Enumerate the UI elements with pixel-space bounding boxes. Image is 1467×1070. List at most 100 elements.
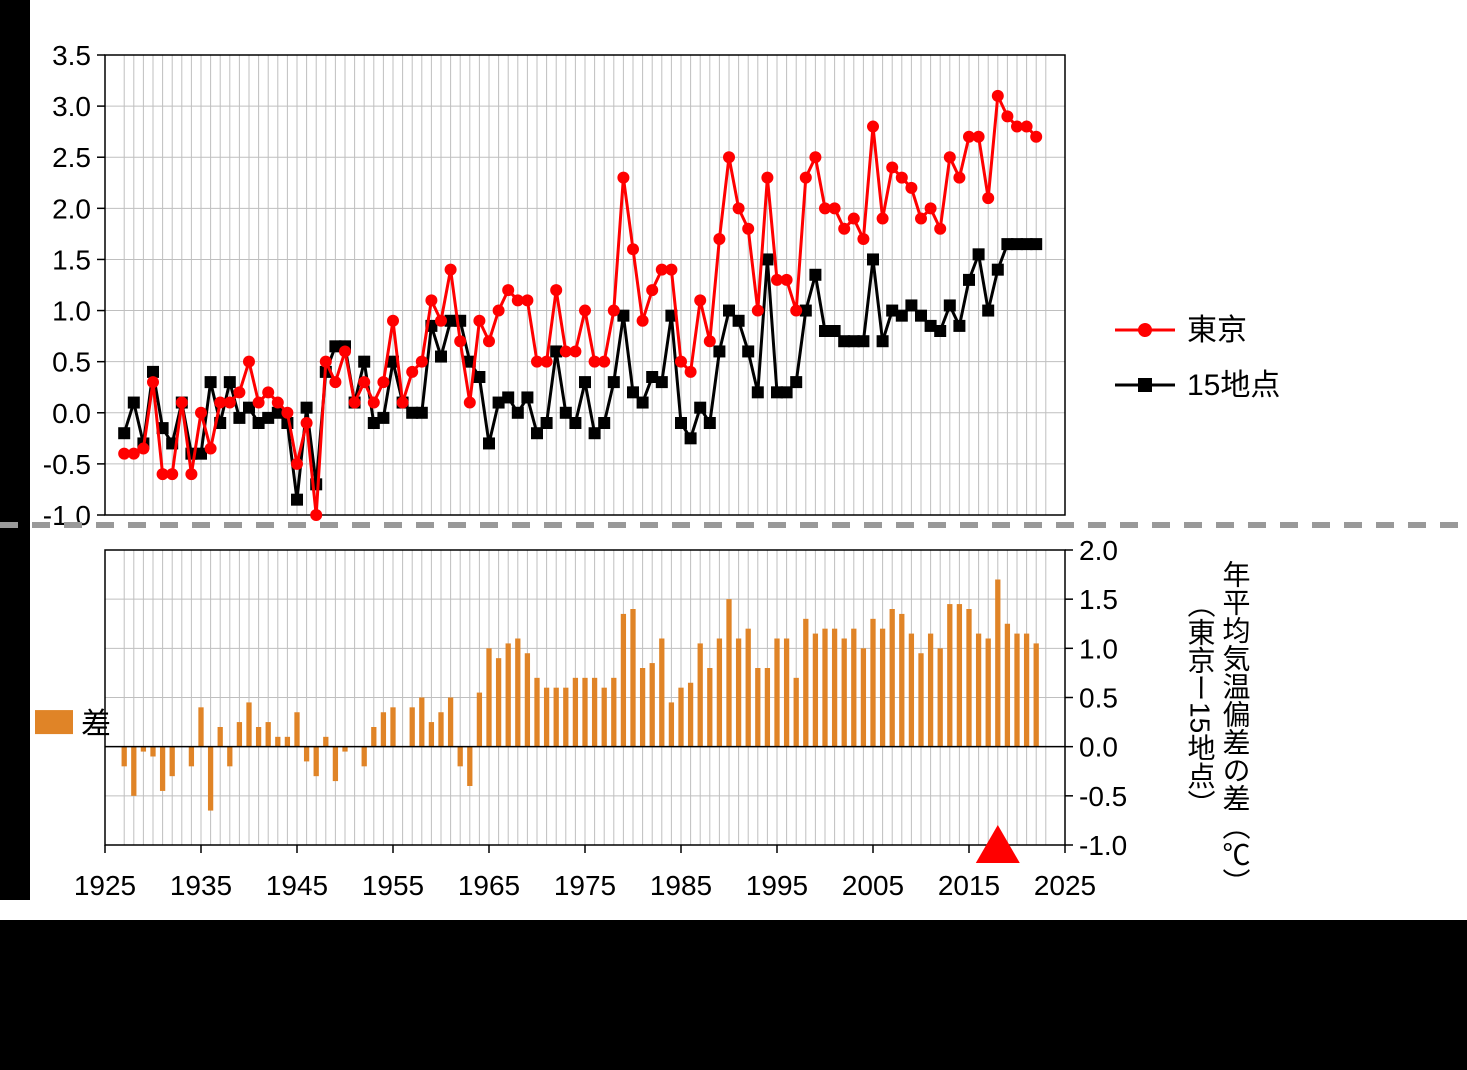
bar <box>746 629 751 747</box>
marker <box>925 202 937 214</box>
marker <box>272 397 284 409</box>
marker <box>329 376 341 388</box>
marker <box>253 397 265 409</box>
ytick-top: 3.5 <box>52 40 91 71</box>
marker <box>358 376 370 388</box>
marker <box>992 264 1004 276</box>
bar <box>928 634 933 747</box>
bottom-axis-title: 年平均気温偏差の差（℃） <box>1220 560 1251 896</box>
bar <box>976 634 981 747</box>
bar <box>621 614 626 747</box>
marker <box>973 248 985 260</box>
marker <box>627 386 639 398</box>
marker <box>243 356 255 368</box>
marker <box>617 172 629 184</box>
marker <box>301 402 313 414</box>
marker <box>713 233 725 245</box>
ytick-bottom: -0.5 <box>1079 781 1127 812</box>
xtick-label: 1965 <box>458 870 520 901</box>
xtick-label: 1945 <box>266 870 328 901</box>
marker <box>483 335 495 347</box>
bar <box>986 639 991 747</box>
bar <box>294 712 299 746</box>
bar <box>659 639 664 747</box>
marker <box>416 356 428 368</box>
ytick-bottom: 1.5 <box>1079 584 1118 615</box>
marker <box>944 151 956 163</box>
marker <box>454 335 466 347</box>
bar <box>534 678 539 747</box>
bar <box>861 648 866 746</box>
chart-svg: -1.0-0.50.00.51.01.52.02.53.03.5-1.0-0.5… <box>0 0 1467 1070</box>
marker <box>550 284 562 296</box>
bar <box>918 653 923 746</box>
bottom-edge-stripe <box>0 920 1467 1070</box>
marker <box>905 299 917 311</box>
bar <box>678 688 683 747</box>
marker <box>877 213 889 225</box>
marker <box>915 310 927 322</box>
bar <box>160 747 165 791</box>
marker <box>137 443 149 455</box>
marker <box>905 182 917 194</box>
marker <box>742 223 754 235</box>
legend-label: 東京 <box>1187 314 1247 347</box>
marker <box>425 294 437 306</box>
bar <box>774 639 779 747</box>
bar <box>851 629 856 747</box>
ytick-top: 1.5 <box>52 244 91 275</box>
marker <box>598 356 610 368</box>
marker <box>541 356 553 368</box>
marker <box>656 376 668 388</box>
marker <box>733 315 745 327</box>
bar <box>813 634 818 747</box>
marker <box>358 356 370 368</box>
marker <box>934 223 946 235</box>
bar <box>256 727 261 747</box>
marker <box>1001 110 1013 122</box>
x-axis: 1925193519451955196519751985199520052015… <box>74 845 1096 901</box>
chart-container: -1.0-0.50.00.51.01.52.02.53.03.5-1.0-0.5… <box>0 0 1467 1070</box>
marker <box>665 264 677 276</box>
bar <box>717 639 722 747</box>
marker <box>224 397 236 409</box>
bar <box>573 678 578 747</box>
marker <box>685 366 697 378</box>
marker <box>541 417 553 429</box>
bar <box>314 747 319 777</box>
marker <box>867 121 879 133</box>
marker <box>598 417 610 429</box>
marker <box>205 443 217 455</box>
marker <box>569 345 581 357</box>
ytick-bottom: 0.0 <box>1079 732 1118 763</box>
marker <box>473 371 485 383</box>
bar <box>486 648 491 746</box>
marker <box>829 202 841 214</box>
marker <box>781 274 793 286</box>
bar <box>966 609 971 747</box>
bar <box>218 727 223 747</box>
xtick-label: 1935 <box>170 870 232 901</box>
marker <box>310 509 322 521</box>
marker <box>166 468 178 480</box>
marker <box>694 402 706 414</box>
xtick-label: 1985 <box>650 870 712 901</box>
ytick-top: 0.5 <box>52 347 91 378</box>
bar <box>429 722 434 747</box>
bar <box>131 747 136 796</box>
xtick-label: 1955 <box>362 870 424 901</box>
marker <box>339 345 351 357</box>
marker <box>176 397 188 409</box>
bar <box>1024 634 1029 747</box>
bar <box>832 629 837 747</box>
marker <box>406 366 418 378</box>
marker <box>512 407 524 419</box>
marker <box>589 427 601 439</box>
marker <box>473 315 485 327</box>
marker <box>867 253 879 265</box>
marker <box>742 345 754 357</box>
bar <box>669 702 674 746</box>
ytick-top: 0.0 <box>52 398 91 429</box>
bar <box>899 614 904 747</box>
bar <box>438 712 443 746</box>
